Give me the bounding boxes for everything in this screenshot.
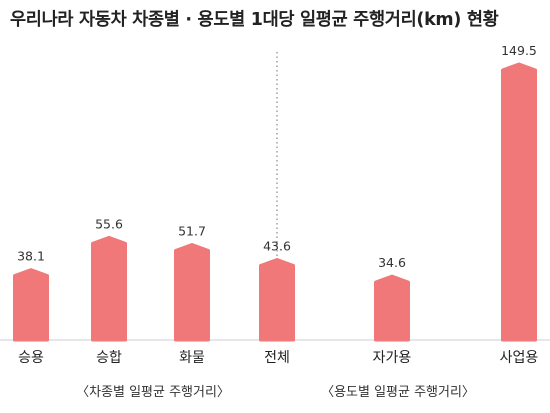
bar-승합 — [91, 235, 127, 342]
bar-사업용 — [501, 62, 537, 342]
category-label: 승용 — [18, 350, 44, 366]
labels-layer: 38.1 승용 55.6 승합 51.7 화물 43.6 전체 34.6 자가용 149.5 사업용 — [17, 43, 538, 366]
bar-자가용 — [374, 274, 410, 342]
category-label: 화물 — [179, 350, 205, 366]
value-label: 51.7 — [178, 224, 206, 239]
group-label-usage: 〈용도별 일평균 주행거리〉 — [321, 384, 475, 400]
value-label: 34.6 — [378, 255, 406, 270]
category-label: 자가용 — [373, 350, 412, 366]
category-label: 승합 — [96, 350, 122, 366]
bar-전체 — [259, 258, 295, 342]
bars-layer — [13, 62, 537, 342]
chart-title: 우리나라 자동차 차종별 · 용도별 1대당 일평균 주행거리(km) 현황 — [10, 10, 499, 30]
value-label: 149.5 — [501, 43, 537, 58]
bar-승용 — [13, 268, 49, 342]
value-label: 55.6 — [95, 216, 123, 231]
value-label: 43.6 — [263, 239, 291, 254]
bar-화물 — [174, 243, 210, 342]
value-label: 38.1 — [17, 249, 45, 264]
group-label-vehicle-type: 〈차종별 일평균 주행거리〉 — [76, 384, 230, 400]
category-label: 전체 — [264, 350, 290, 366]
category-label: 사업용 — [500, 350, 539, 366]
